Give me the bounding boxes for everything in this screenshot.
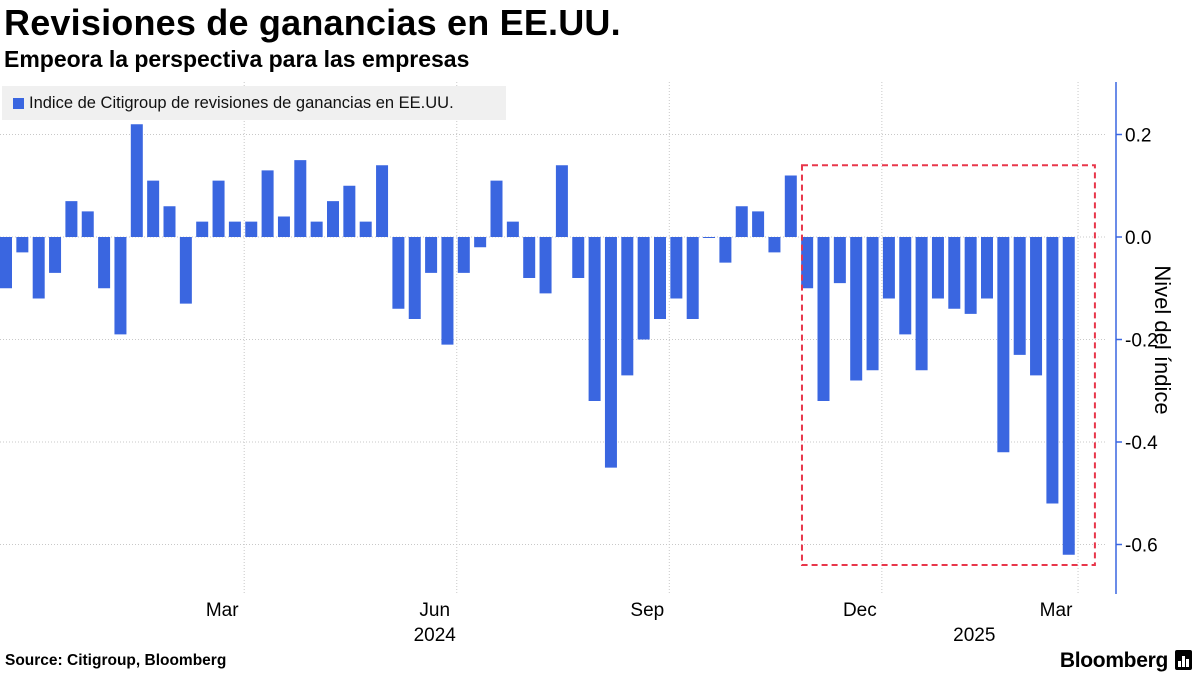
bar xyxy=(457,237,470,273)
bar xyxy=(65,201,78,238)
bar xyxy=(637,237,650,340)
bar xyxy=(833,237,846,284)
bar xyxy=(539,237,552,294)
bar xyxy=(506,221,519,238)
bars-layer xyxy=(0,124,1075,555)
y-axis-label: Nivel del índice xyxy=(1150,265,1175,415)
bar xyxy=(1062,237,1075,555)
bar xyxy=(899,237,912,335)
bar xyxy=(147,180,160,238)
grid-layer xyxy=(0,82,1107,594)
bar xyxy=(327,201,339,238)
legend: Indice de Citigroup de revisiones de gan… xyxy=(2,86,506,120)
highlight-box xyxy=(800,164,1096,566)
source-note: Source: Citigroup, Bloomberg xyxy=(5,652,227,669)
x-tick-label: Dec xyxy=(843,600,877,621)
bar xyxy=(441,237,454,345)
bar xyxy=(703,237,716,238)
bar xyxy=(555,165,568,237)
year-label: 2025 xyxy=(953,625,995,646)
x-tick-label: Jun xyxy=(419,600,450,621)
y-tick-label: -0.4 xyxy=(1125,433,1158,454)
y-axis: 0.2 0.0 -0.2 -0.4 -0.6 xyxy=(1115,82,1158,594)
bar xyxy=(130,124,143,237)
bar xyxy=(523,237,536,278)
bar xyxy=(16,237,29,253)
bar xyxy=(784,175,797,237)
bar xyxy=(882,237,895,299)
bar xyxy=(196,221,209,238)
bar xyxy=(850,237,863,381)
bar xyxy=(801,237,814,289)
y-tick-label: 0.0 xyxy=(1125,228,1151,249)
bar xyxy=(32,237,45,299)
bar xyxy=(915,237,928,371)
bar xyxy=(408,237,421,319)
bar xyxy=(604,237,617,468)
bar xyxy=(817,237,830,401)
bar xyxy=(670,237,683,299)
bar xyxy=(948,237,961,309)
bar xyxy=(752,211,765,238)
bar xyxy=(490,180,503,238)
bar xyxy=(179,237,192,304)
bar xyxy=(212,180,225,238)
bar xyxy=(866,237,879,371)
bar xyxy=(1013,237,1026,355)
y-tick-label: -0.6 xyxy=(1125,536,1158,557)
x-tick-label: Mar xyxy=(206,600,239,621)
bar xyxy=(1046,237,1059,504)
bar xyxy=(98,237,111,289)
bar xyxy=(81,211,94,238)
bloomberg-logo: Bloomberg xyxy=(1059,649,1168,672)
chart-title: Revisiones de ganancias en EE.UU. xyxy=(4,2,621,43)
bar xyxy=(964,237,977,314)
bar xyxy=(0,237,12,289)
bar xyxy=(294,160,307,238)
bar xyxy=(163,206,176,237)
bar xyxy=(359,221,372,238)
bar xyxy=(931,237,944,299)
legend-swatch xyxy=(13,97,24,109)
bar xyxy=(261,170,274,238)
bar xyxy=(114,237,127,335)
legend-label: Indice de Citigroup de revisiones de gan… xyxy=(29,93,454,112)
bar xyxy=(376,165,389,237)
bar xyxy=(425,237,438,273)
bar xyxy=(343,185,356,237)
bar xyxy=(49,237,62,273)
chart-subtitle: Empeora la perspectiva para las empresas xyxy=(4,46,470,72)
bar xyxy=(474,237,487,248)
bar xyxy=(245,221,258,238)
bloomberg-chart-icon xyxy=(1175,650,1192,670)
bar xyxy=(572,237,585,278)
bar xyxy=(277,216,290,237)
year-label: 2024 xyxy=(414,625,457,646)
bar xyxy=(997,237,1010,453)
bar xyxy=(228,221,241,238)
bar xyxy=(768,237,781,253)
bar xyxy=(735,206,748,237)
highlight-layer xyxy=(800,164,1096,566)
bar xyxy=(686,237,699,319)
x-axis-labels: Mar Jun Sep Dec Mar 2024 2025 xyxy=(206,600,1073,646)
bar xyxy=(1030,237,1043,376)
x-tick-label: Mar xyxy=(1040,600,1073,621)
x-tick-label: Sep xyxy=(630,600,664,621)
y-tick-label: -0.2 xyxy=(1125,331,1158,352)
bar xyxy=(310,221,323,238)
bar xyxy=(654,237,666,319)
y-tick-label: 0.2 xyxy=(1125,126,1151,147)
bar xyxy=(719,237,732,263)
bar xyxy=(392,237,405,309)
bar xyxy=(621,237,634,376)
bar xyxy=(981,237,993,299)
bar xyxy=(588,237,601,401)
